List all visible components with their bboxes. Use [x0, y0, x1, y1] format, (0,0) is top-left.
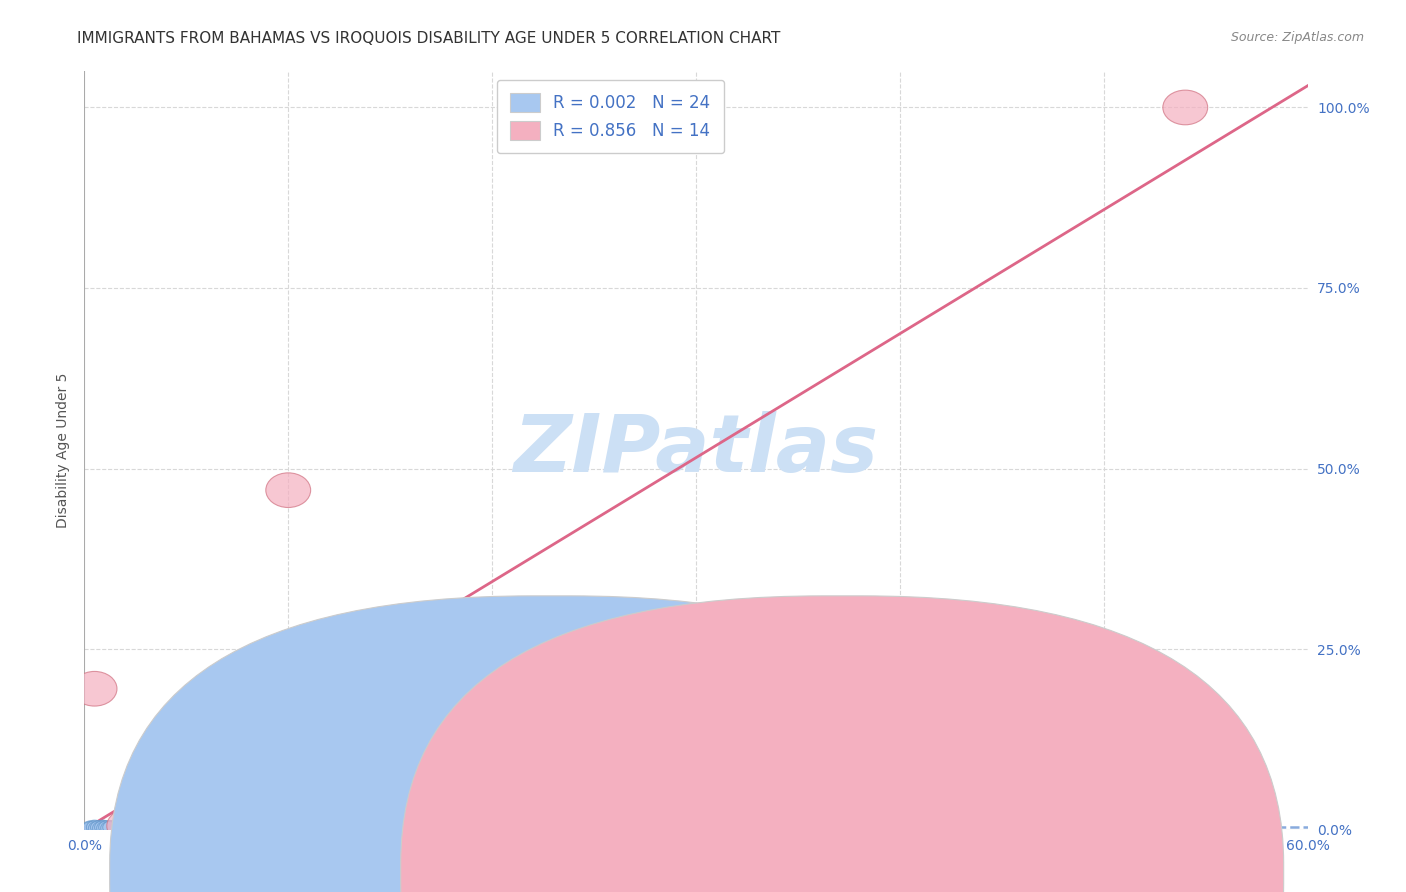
Text: Source: ZipAtlas.com: Source: ZipAtlas.com — [1230, 31, 1364, 45]
Ellipse shape — [90, 821, 107, 834]
Ellipse shape — [98, 822, 115, 835]
Ellipse shape — [156, 758, 201, 793]
Ellipse shape — [143, 765, 188, 800]
Legend: R = 0.002   N = 24, R = 0.856   N = 14: R = 0.002 N = 24, R = 0.856 N = 14 — [496, 79, 724, 153]
Ellipse shape — [105, 821, 121, 834]
Ellipse shape — [103, 821, 120, 834]
Text: Immigrants from Bahamas: Immigrants from Bahamas — [583, 865, 769, 880]
Ellipse shape — [735, 737, 779, 771]
Ellipse shape — [103, 822, 120, 835]
Ellipse shape — [108, 821, 125, 834]
Ellipse shape — [89, 822, 105, 835]
Ellipse shape — [101, 822, 117, 835]
Ellipse shape — [1163, 90, 1208, 125]
Text: ZIPatlas: ZIPatlas — [513, 411, 879, 490]
Ellipse shape — [86, 821, 103, 834]
Ellipse shape — [86, 820, 103, 833]
Ellipse shape — [695, 737, 738, 771]
Ellipse shape — [89, 822, 105, 835]
Ellipse shape — [84, 822, 101, 835]
Y-axis label: Disability Age Under 5: Disability Age Under 5 — [56, 373, 70, 528]
Ellipse shape — [83, 821, 98, 834]
Ellipse shape — [97, 822, 112, 835]
Ellipse shape — [94, 820, 111, 833]
Ellipse shape — [101, 821, 117, 834]
Ellipse shape — [94, 821, 111, 834]
Ellipse shape — [93, 822, 108, 835]
Ellipse shape — [83, 822, 98, 835]
Ellipse shape — [98, 821, 115, 834]
Ellipse shape — [107, 809, 152, 843]
Ellipse shape — [93, 822, 108, 835]
Ellipse shape — [287, 737, 330, 771]
Ellipse shape — [72, 672, 117, 706]
Ellipse shape — [107, 822, 124, 835]
Ellipse shape — [90, 821, 107, 834]
Ellipse shape — [97, 821, 112, 834]
Text: IMMIGRANTS FROM BAHAMAS VS IROQUOIS DISABILITY AGE UNDER 5 CORRELATION CHART: IMMIGRANTS FROM BAHAMAS VS IROQUOIS DISA… — [77, 31, 780, 46]
Ellipse shape — [266, 473, 311, 508]
Text: Iroquois: Iroquois — [865, 865, 920, 880]
